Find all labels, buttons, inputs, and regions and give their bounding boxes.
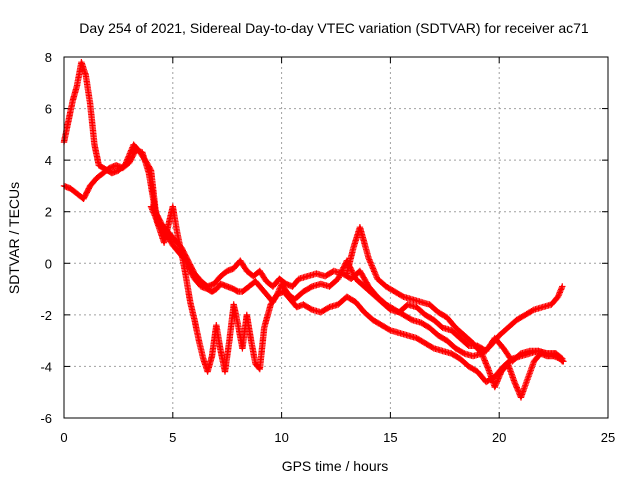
data-point — [519, 388, 527, 395]
data-point — [147, 203, 155, 210]
chart-title: Day 254 of 2021, Sidereal Day-to-day VTE… — [79, 20, 589, 36]
x-axis-label: GPS time / hours — [282, 458, 389, 474]
x-tick-label: 5 — [169, 430, 176, 445]
y-tick-label: 4 — [45, 153, 52, 168]
data-point — [525, 371, 533, 378]
data-point — [556, 289, 563, 296]
data-point — [560, 358, 567, 365]
series-track-d — [343, 224, 567, 401]
y-tick-label: -4 — [40, 359, 52, 374]
grid — [64, 57, 608, 418]
data-point — [557, 286, 565, 293]
data-point — [528, 364, 535, 371]
series-track-c — [147, 203, 566, 386]
y-tick-label: 0 — [45, 256, 52, 271]
plot-frame — [63, 56, 609, 419]
data-point — [522, 382, 529, 389]
x-tick-label: 15 — [383, 430, 397, 445]
x-tick-label: 25 — [601, 430, 615, 445]
y-axis-label: SDTVAR / TECUs — [6, 182, 22, 294]
data-point — [555, 292, 562, 299]
series-track-b — [60, 146, 566, 360]
axis-ticks: 0 5 10 15 20 25 -6 -4 -2 0 2 4 6 8 — [40, 50, 615, 445]
data-point — [513, 384, 520, 391]
data-point — [150, 210, 158, 218]
x-tick-label: 20 — [492, 430, 506, 445]
y-tick-label: 6 — [45, 102, 52, 117]
y-tick-label: -6 — [40, 411, 52, 426]
y-tick-label: 2 — [45, 205, 52, 220]
data-point — [559, 357, 566, 364]
data-point — [371, 268, 378, 275]
x-tick-label: 0 — [60, 430, 67, 445]
x-tick-label: 10 — [274, 430, 288, 445]
data-point — [557, 287, 564, 295]
data-point — [510, 375, 517, 383]
data-point — [368, 262, 375, 269]
data-point — [365, 254, 372, 262]
data-point — [559, 283, 566, 290]
data-series — [60, 59, 567, 401]
data-point — [512, 381, 519, 388]
y-tick-label: -2 — [40, 308, 52, 323]
y-tick-label: 8 — [45, 50, 52, 65]
